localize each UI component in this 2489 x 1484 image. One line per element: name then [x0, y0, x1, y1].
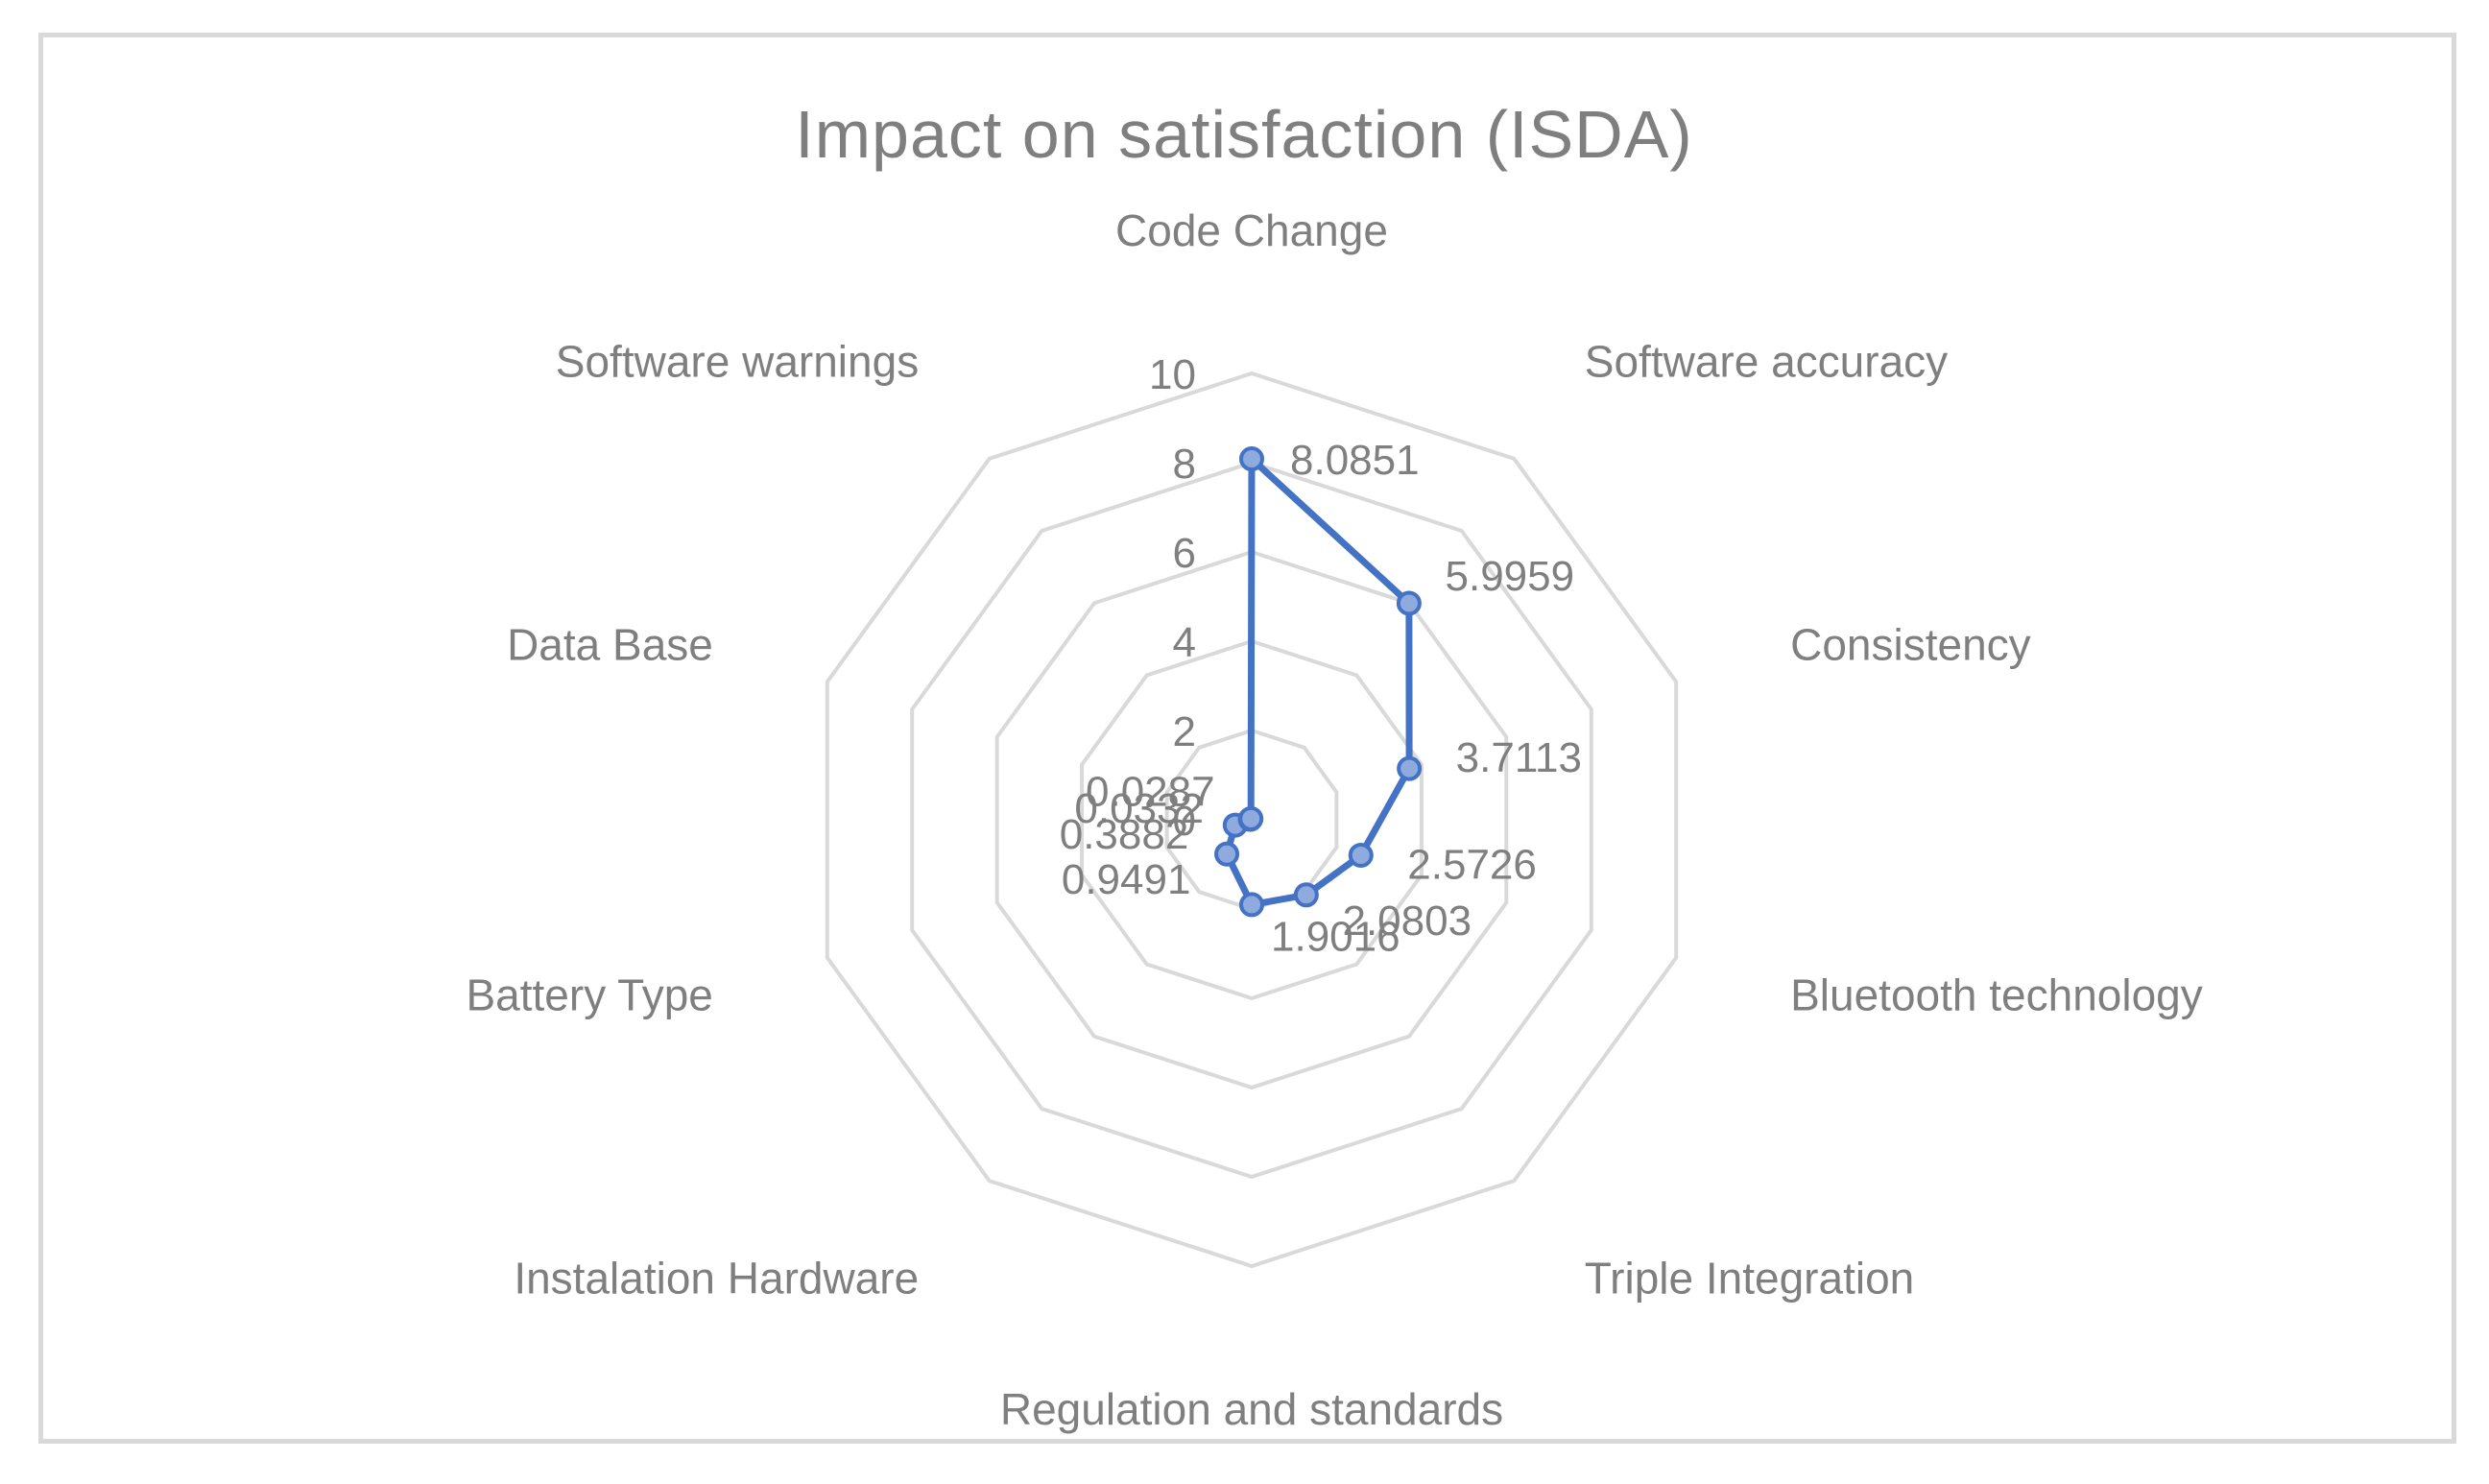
data-label: 2.0803 [1342, 898, 1472, 945]
chart-frame [38, 33, 2456, 1444]
data-label: 0.3882 [1060, 811, 1189, 858]
grid-ring-10 [825, 371, 1679, 1269]
grid-ring-8 [910, 460, 1593, 1180]
data-point [1348, 842, 1374, 868]
category-label: Instalation Hardware [514, 1253, 919, 1303]
category-label: Code Change [1115, 205, 1388, 255]
data-label: 0.0332 [1074, 785, 1204, 832]
category-label: Triple Integration [1585, 1253, 1914, 1303]
data-label: 1.9016 [1271, 913, 1400, 960]
tick-label: 0 [1173, 798, 1196, 845]
data-label: 0.0287 [1086, 768, 1215, 815]
data-point [1397, 755, 1423, 781]
tick-label: 2 [1173, 708, 1196, 755]
data-point [1239, 892, 1264, 918]
data-label: 3.7113 [1456, 734, 1582, 781]
category-label: Consistency [1790, 620, 2031, 670]
data-point [1214, 841, 1240, 867]
category-label: Software accuracy [1585, 337, 1948, 387]
chart-title: Impact on satisfaction (ISDA) [795, 97, 1692, 172]
category-label: Bluetooth technology [1790, 969, 2203, 1019]
category-labels: Code Change Software accuracy Consistency B… [466, 205, 2202, 1434]
data-point [1396, 590, 1422, 616]
data-label: 8.0851 [1290, 437, 1420, 484]
grid-ring-4 [1080, 638, 1424, 1001]
data-point [1239, 446, 1264, 472]
data-label: 2.5726 [1407, 841, 1537, 888]
grid [825, 371, 1679, 1269]
category-label: Battery Type [466, 969, 712, 1019]
category-label: Data Base [507, 620, 713, 670]
radial-axis-ticks: 0 2 4 6 8 10 [1149, 351, 1196, 845]
tick-label: 10 [1149, 351, 1196, 398]
grid-ring-6 [994, 549, 1509, 1090]
data-point [1238, 805, 1264, 831]
tick-label: 8 [1173, 441, 1196, 488]
series [1214, 446, 1423, 918]
tick-label: 4 [1173, 619, 1196, 666]
tick-label: 6 [1173, 530, 1196, 577]
category-label: Software warnings [556, 337, 919, 387]
series-line [1223, 455, 1413, 908]
category-label: Regulation and standards [1000, 1384, 1503, 1434]
data-label: 5.9959 [1446, 553, 1575, 600]
data-point [1293, 882, 1319, 908]
data-label: 0.9491 [1062, 856, 1191, 903]
